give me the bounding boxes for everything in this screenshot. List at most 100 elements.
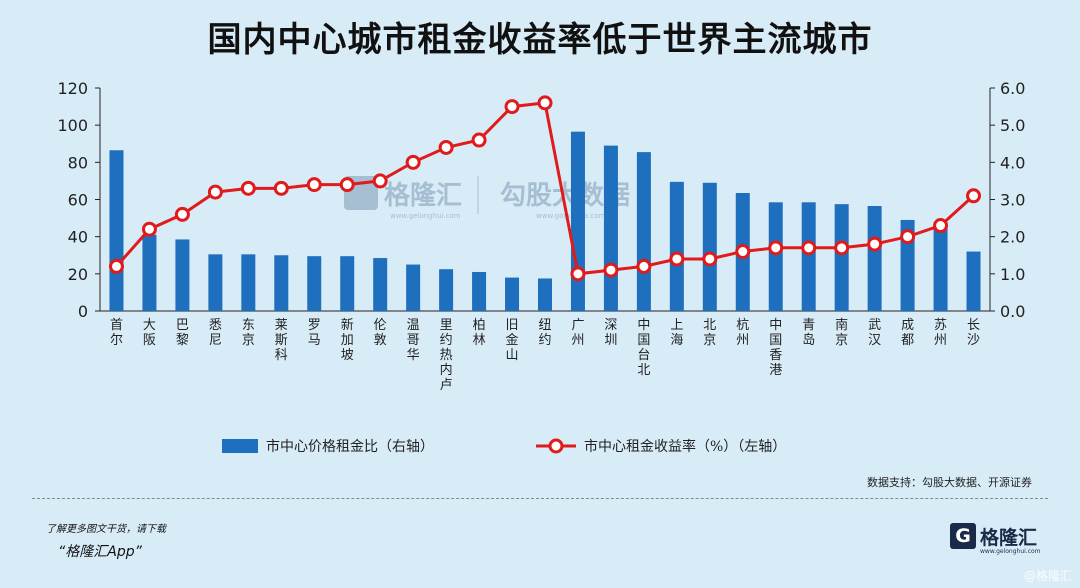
bar-旧金山 [505,277,520,311]
bar-里约热内卢 [439,269,454,311]
bar-南京 [834,204,849,311]
bar-新加坡 [340,256,355,311]
point-伦敦 [372,173,388,189]
right-axis-tick-label: 5.0 [1000,116,1025,135]
right-axis-tick-label: 4.0 [1000,153,1025,172]
bar-北京 [702,182,717,311]
brand-logo[interactable]: G 格隆汇 [950,520,1037,552]
footer-note: 了解更多图文干货，请下载 [46,524,166,535]
axes: 0 20 40 60 80 100 120 0.0 1.0 2.0 3.0 4.0 5.0 6.0 [57,79,1025,321]
x-tick-label: 新加坡 [341,317,354,363]
point-上海 [669,251,685,267]
point-莱斯科 [273,180,289,196]
bar-伦敦 [373,258,388,311]
left-axis-tick-label: 40 [68,228,88,247]
footer-app-name: “格隆汇App” [58,544,142,560]
left-axis-tick-label: 100 [57,116,88,135]
corner-watermark: @格隆汇 [1023,569,1072,583]
point-纽约 [537,95,553,111]
bar-武汉 [867,206,882,311]
bar-巴黎 [175,239,190,311]
point-东京 [240,180,256,196]
point-广州 [570,266,586,282]
x-tick-label: 成都 [901,318,914,348]
right-axis-tick-label: 6.0 [1000,79,1025,98]
legend-line-label: 市中心租金收益率（%）（左轴） [584,438,786,455]
point-悉尼 [207,184,223,200]
point-成都 [900,229,916,245]
bar-青岛 [801,202,816,311]
point-北京 [702,251,718,267]
x-tick-label: 上海 [670,318,683,348]
bar-首尔 [109,150,124,311]
left-axis-tick-label: 80 [68,153,88,172]
x-tick-label: 南京 [835,317,848,348]
x-tick-label: 北京 [703,318,716,348]
bar-series [109,131,981,311]
bar-东京 [241,254,256,311]
x-tick-label: 苏州 [934,317,947,348]
point-新加坡 [339,177,355,193]
left-axis-tick-label: 0 [78,302,88,321]
x-tick-label: 东京 [242,318,255,348]
point-巴黎 [174,206,190,222]
bar-长沙 [966,251,981,311]
x-tick-label: 柏林 [473,318,486,348]
x-tick-label: 巴黎 [176,318,189,348]
bar-深圳 [603,145,618,311]
x-tick-label: 深圳 [604,318,617,348]
x-tick-label: 中国香港 [769,318,782,378]
line-series [108,95,982,282]
watermark-partner-url: www.gogudata.com [536,212,605,220]
point-青岛 [801,240,817,256]
x-tick-label: 里约热内卢 [440,318,453,393]
bar-罗马 [307,256,322,311]
point-武汉 [867,236,883,252]
x-tick-label: 中国台北 [637,318,650,378]
source-note: 数据支持：勾股大数据、开源证券 [867,476,1032,489]
x-tick-label: 罗马 [308,318,321,348]
x-tick-label: 悉尼 [209,318,222,348]
point-中国香港 [768,240,784,256]
point-深圳 [603,262,619,278]
point-苏州 [933,218,949,234]
point-罗马 [306,177,322,193]
legend-line-marker [548,438,564,454]
left-axis-tick-label: 20 [68,265,88,284]
bar-莱斯科 [274,255,289,311]
chart-title: 国内中心城市租金收益率低于世界主流城市 [207,20,873,60]
bar-悉尼 [208,254,223,311]
x-tick-label: 旧金山 [506,318,519,363]
x-tick-label: 莱斯科 [275,318,288,363]
point-南京 [834,240,850,256]
right-axis-tick-label: 3.0 [1000,191,1025,210]
combo-chart: 格隆汇 www.gelonghui.com 勾股大数据 www.gogudata… [57,79,1025,455]
bar-温哥华 [406,264,421,311]
watermark-brand-url: www.gelonghui.com [390,212,461,220]
x-tick-label: 伦敦 [374,318,387,348]
bar-苏州 [933,225,948,311]
brand-mark-icon: G [950,523,976,549]
bar-纽约 [538,278,552,311]
point-温哥华 [405,154,421,170]
point-长沙 [966,188,982,204]
brand-url: www.gelonghui.com [980,548,1041,555]
brand-name: 格隆汇 [980,526,1038,549]
point-首尔 [108,258,124,274]
bar-中国台北 [636,152,651,311]
x-tick-labels: 首尔大阪巴黎悉尼东京莱斯科罗马新加坡伦敦温哥华里约热内卢柏林旧金山纽约广州深圳中… [110,317,980,393]
right-axis-tick-label: 0.0 [1000,302,1025,321]
legend-bar-swatch [222,439,258,453]
bar-柏林 [472,271,487,311]
point-柏林 [471,132,487,148]
point-里约热内卢 [438,139,454,155]
left-axis-tick-label: 120 [57,79,88,98]
x-tick-label: 杭州 [736,318,749,348]
legend: 市中心价格租金比（右轴） 市中心租金收益率（%）（左轴） [222,438,786,455]
bar-大阪 [142,234,157,311]
bar-上海 [669,181,684,311]
x-tick-label: 温哥华 [407,318,420,363]
x-tick-label: 青岛 [802,318,815,348]
x-tick-label: 纽约 [538,318,551,348]
left-axis-tick-label: 60 [68,191,88,210]
